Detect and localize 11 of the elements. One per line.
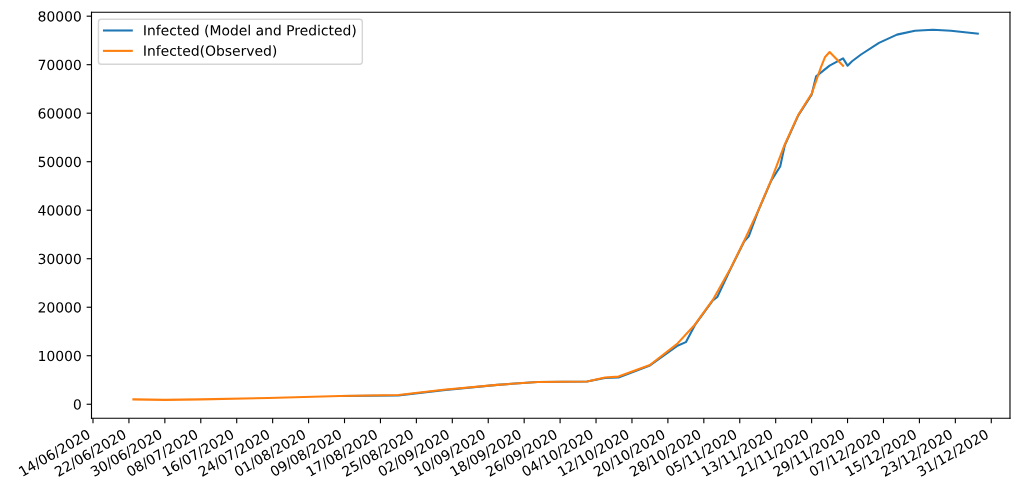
y-tick-label: 10000: [39, 350, 81, 362]
y-tick-label: 20000: [38, 302, 81, 313]
y-tick-label: 50000: [38, 156, 81, 168]
legend-label: Infected (Model and Predicted): [144, 24, 356, 38]
y-tick-label: 60000: [38, 108, 81, 119]
y-tick-label: 80000: [38, 11, 81, 22]
y-tick-label: 30000: [38, 253, 81, 265]
y-tick-label: 40000: [38, 205, 81, 216]
legend-label: Infected(Observed): [144, 45, 277, 58]
y-tick-label: 70000: [38, 59, 81, 71]
y-tick-label: 0: [73, 399, 81, 410]
